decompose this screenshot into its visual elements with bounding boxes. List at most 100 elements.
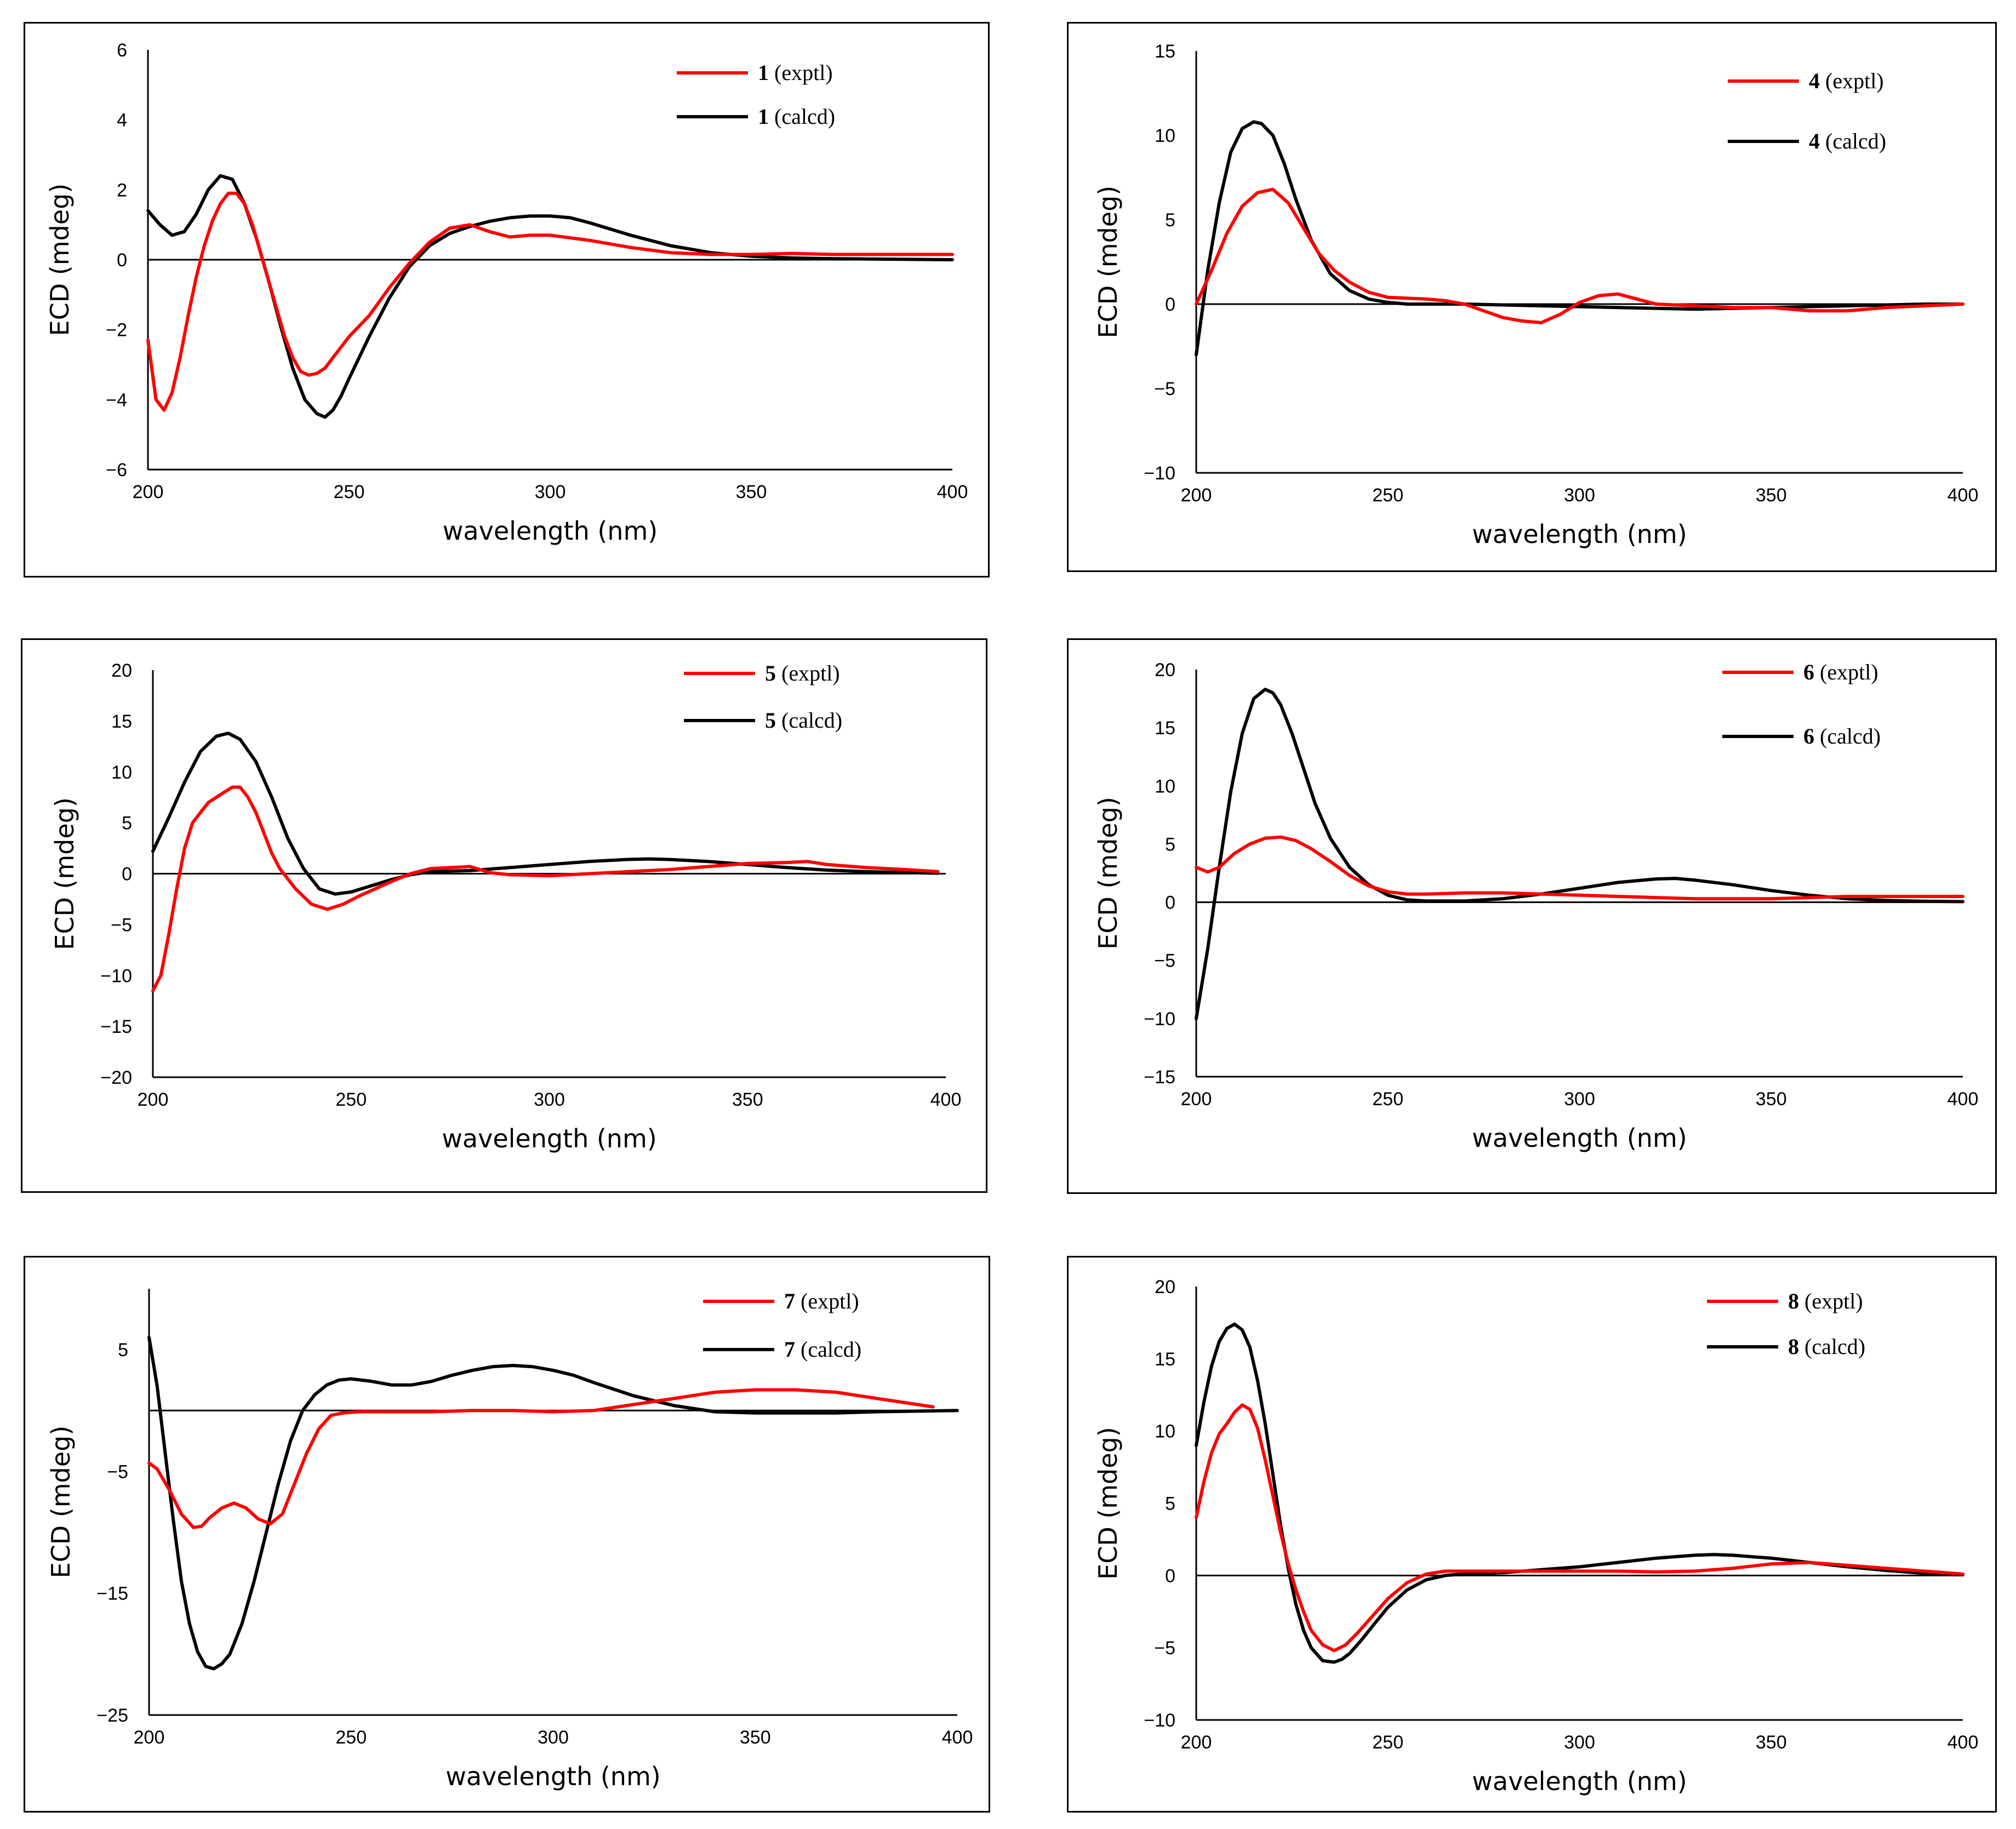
y-tick-label: −10 [100,965,132,986]
y-tick-label: −5 [1154,1638,1175,1659]
series-line-calcd [151,731,940,896]
x-tick-label: 200 [133,482,164,502]
y-axis-label: ECD (mdeg) [1093,186,1123,339]
y-tick-label: −10 [1144,463,1175,484]
x-tick-label: 400 [942,1727,973,1748]
y-tick-label: −5 [111,914,132,935]
y-axis-label: ECD (mdeg) [46,1426,76,1579]
x-tick-label: 250 [335,1727,367,1748]
y-tick-label: 15 [111,711,132,732]
y-tick-label: −15 [100,1016,132,1037]
y-tick-label: −6 [106,460,127,481]
y-axis-label: ECD (mdeg) [45,184,75,336]
chart-panel-7: 200 250 300 350 400 −25 −15 −5 5 wavelength (nm) E… [24,1256,990,1813]
chart-svg: 200 250 300 350 400 −10 −5 0 5 10 15 20 wavelength (… [1093,1277,1979,1796]
legend-entry: 5 (exptl) [765,661,840,685]
x-axis-label: wavelength (nm) [442,1124,656,1153]
x-tick-label: 200 [1181,1089,1212,1110]
y-tick-label: −10 [1144,1710,1175,1731]
legend-entry: 5 (calcd) [765,708,842,733]
chart-svg: 200 250 300 350 400 −20 −15 −10 −5 0 5 10 15 20 wavele… [50,660,962,1153]
y-tick-label: 4 [117,110,127,131]
y-tick-label: −15 [1144,1067,1175,1088]
x-tick-label: 350 [1756,1732,1787,1753]
legend-entry: 6 (exptl) [1803,660,1878,684]
series-line-exptl [1195,835,1964,901]
x-axis-label: wavelength (nm) [1472,1767,1687,1796]
y-tick-label: −4 [106,390,127,410]
y-tick-label: 15 [1155,41,1175,62]
legend-entry: 8 (calcd) [1788,1334,1865,1359]
y-tick-label: −20 [100,1067,132,1088]
y-tick-label: −2 [106,320,127,341]
x-tick-label: 300 [1564,1732,1595,1753]
y-tick-label: −15 [96,1584,128,1604]
series-line-exptl [1195,187,1964,324]
x-tick-label: 200 [1181,485,1212,506]
legend-entry: 7 (exptl) [784,1289,859,1313]
x-tick-label: 250 [334,482,365,502]
y-tick-label: 0 [122,864,132,885]
x-tick-label: 400 [937,482,968,502]
y-axis-label: ECD (mdeg) [50,797,79,950]
chart-svg: 200 250 300 350 400 −10 −5 0 5 10 15 wavelength (nm… [1093,41,1978,549]
x-tick-label: 400 [1948,1732,1979,1753]
x-tick-label: 200 [138,1089,169,1110]
legend-entry: 6 (calcd) [1803,724,1881,748]
x-tick-label: 200 [134,1727,165,1748]
x-tick-label: 200 [1181,1732,1212,1753]
y-tick-label: −10 [1144,1009,1175,1030]
x-tick-label: 250 [1372,1089,1403,1110]
x-tick-label: 400 [930,1089,962,1110]
x-tick-label: 350 [732,1089,763,1110]
chart-panel-1: 200 250 300 350 400 −6 −4 −2 0 2 4 6 wavelength (nm)… [24,22,990,578]
y-tick-label: 0 [1165,294,1175,315]
legend-entry: 7 (calcd) [784,1337,861,1362]
y-tick-label: 10 [1155,125,1175,146]
x-tick-label: 350 [1756,1089,1787,1110]
chart-panel-5: 200 250 300 350 400 −20 −15 −10 −5 0 5 10 15 20 wavele… [21,638,987,1193]
y-axis-label: ECD (mdeg) [1093,797,1123,950]
y-tick-label: 5 [1165,210,1175,231]
y-tick-label: 0 [117,250,127,271]
y-tick-label: 5 [1165,834,1175,855]
y-tick-label: −5 [1154,379,1175,399]
chart-svg: 200 250 300 350 400 −15 −10 −5 0 5 10 15 20 wavelengt… [1093,660,1979,1153]
series-line-exptl [1195,1403,1964,1653]
y-tick-label: 10 [1155,1421,1175,1442]
chart-panel-8: 200 250 300 350 400 −10 −5 0 5 10 15 20 wavelength (… [1067,1256,1997,1813]
chart-panel-4: 200 250 300 350 400 −10 −5 0 5 10 15 wavelength (nm… [1067,22,1997,572]
y-tick-label: 20 [1155,660,1175,681]
x-tick-label: 250 [1372,1732,1403,1753]
series-line-exptl [146,191,954,412]
series-line-calcd [146,174,954,419]
series-line-calcd [147,1335,959,1671]
x-axis-label: wavelength (nm) [1472,519,1687,549]
x-axis-label: wavelength (nm) [1472,1123,1687,1153]
x-tick-label: 350 [1756,485,1787,506]
y-tick-label: 0 [1165,893,1175,913]
y-tick-label: −5 [1154,951,1175,971]
legend-entry: 8 (exptl) [1788,1289,1863,1313]
y-tick-label: 20 [1155,1277,1175,1298]
y-tick-label: 10 [1155,776,1175,797]
x-tick-label: 400 [1948,1089,1979,1110]
y-axis-label: ECD (mdeg) [1093,1427,1123,1580]
x-tick-label: 250 [335,1089,367,1110]
y-tick-label: 2 [117,180,127,201]
legend-entry: 1 (exptl) [758,60,833,85]
y-tick-label: −25 [96,1705,128,1726]
y-tick-label: 15 [1155,718,1175,739]
legend-entry: 4 (calcd) [1809,129,1886,153]
series-line-exptl [147,1388,935,1529]
y-tick-label: 10 [111,762,132,783]
x-axis-label: wavelength (nm) [443,516,658,546]
y-tick-label: 6 [117,40,127,61]
x-tick-label: 300 [535,482,566,502]
x-tick-label: 350 [740,1727,771,1748]
x-axis-label: wavelength (nm) [446,1762,660,1791]
legend-entry: 1 (calcd) [758,104,835,129]
x-tick-label: 300 [1564,485,1595,506]
chart-svg: 200 250 300 350 400 −6 −4 −2 0 2 4 6 wavelength (nm)… [45,40,968,546]
series-line-calcd [1195,1322,1964,1664]
